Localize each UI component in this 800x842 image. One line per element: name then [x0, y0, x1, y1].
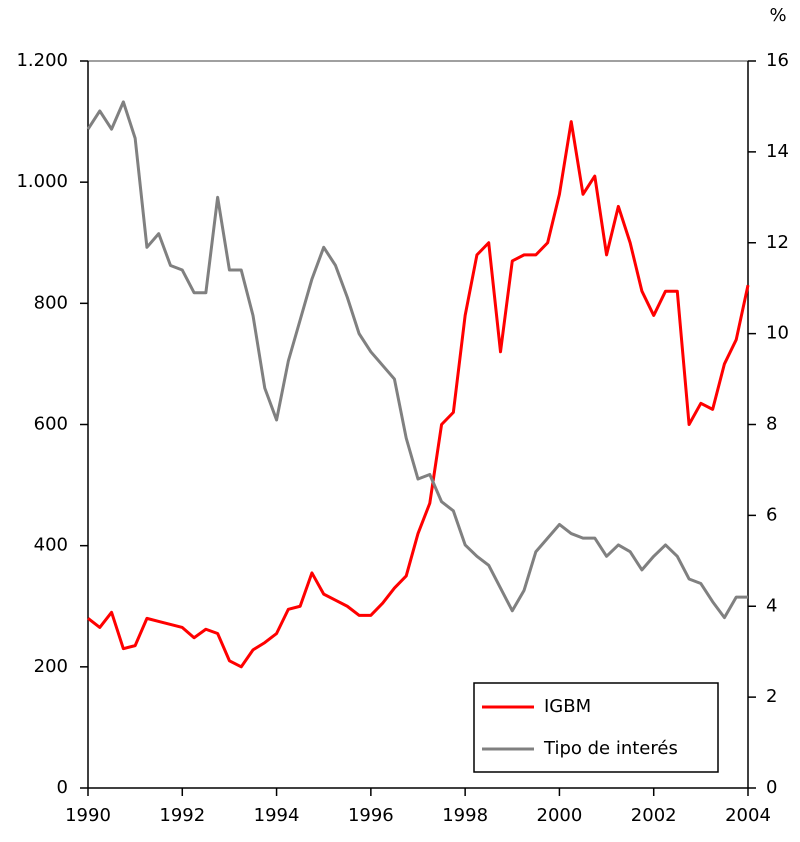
y2-tick-label: 0	[766, 777, 777, 798]
x-tick-label: 2002	[631, 805, 677, 826]
y-tick-label: 200	[34, 656, 68, 677]
x-tick-label: 1996	[348, 805, 394, 826]
legend-label: IGBM	[544, 696, 591, 717]
x-tick-label: 1994	[254, 805, 300, 826]
y-tick-label: 600	[34, 414, 68, 435]
y-tick-label: 400	[34, 535, 68, 556]
x-tick-label: 1992	[159, 805, 205, 826]
y2-tick-label: 14	[766, 141, 789, 162]
y2-tick-label: 4	[766, 595, 777, 616]
x-tick-label: 2004	[725, 805, 771, 826]
x-tick-label: 1998	[442, 805, 488, 826]
legend-label: Tipo de interés	[543, 738, 678, 759]
y2-tick-label: 2	[766, 686, 777, 707]
y2-tick-label: 16	[766, 50, 789, 71]
y-tick-label: 800	[34, 292, 68, 313]
y2-tick-label: 10	[766, 323, 789, 344]
series-line	[87, 120, 750, 669]
y2-tick-label: 6	[766, 504, 777, 525]
y-tick-label: 1.200	[16, 50, 68, 71]
series-line	[86, 100, 748, 620]
y2-axis-label: %	[769, 5, 786, 26]
y2-tick-label: 12	[766, 232, 789, 253]
x-tick-label: 2000	[537, 805, 583, 826]
legend-box	[473, 682, 719, 773]
x-tick-label: 1990	[65, 805, 111, 826]
y-tick-label: 1.000	[16, 171, 68, 192]
y2-tick-label: 8	[766, 414, 777, 435]
y-tick-label: 0	[57, 777, 68, 798]
